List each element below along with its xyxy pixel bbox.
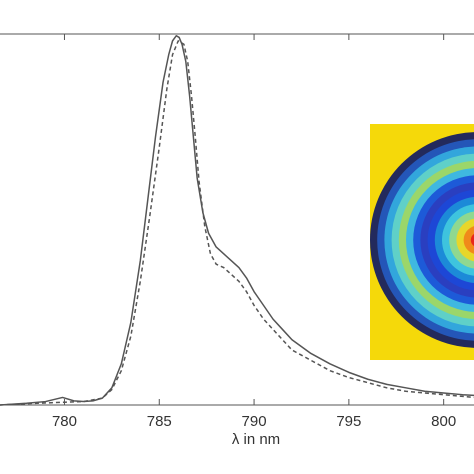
- x-axis-title: λ in nm: [232, 431, 280, 448]
- solid-spectrum-line: [0, 34, 474, 406]
- x-tick-layer: 780 785 790 795 800: [52, 34, 456, 430]
- inset-ring: [470, 234, 474, 246]
- inset-mode-heatmap: [370, 124, 474, 360]
- x-tick-label: 790: [242, 413, 267, 430]
- series-layer: [0, 34, 474, 406]
- inset-ring: [463, 226, 474, 254]
- x-tick-label: 785: [147, 413, 172, 430]
- x-tick-label: 795: [336, 413, 361, 430]
- x-tick-label: 780: [52, 413, 77, 430]
- x-tick-label: 800: [431, 413, 456, 430]
